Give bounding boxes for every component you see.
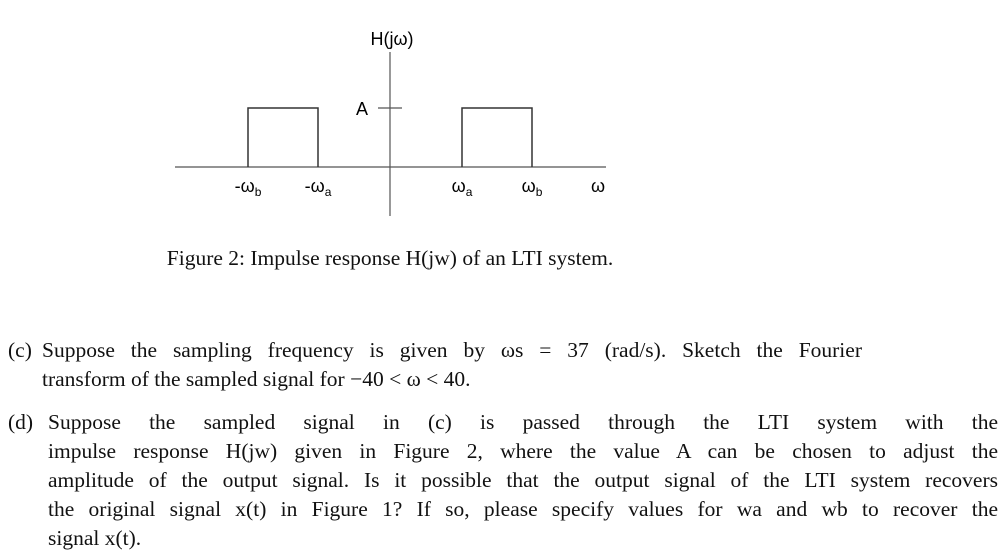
text-line: Suppose the sampling frequency is given … — [42, 338, 862, 362]
x-label-base: ω — [591, 176, 605, 196]
item-label: (d) — [8, 410, 34, 434]
text-line: signal x(t). — [48, 526, 142, 550]
y-label: H(jω) — [370, 29, 413, 49]
a-label: A — [356, 99, 368, 119]
x-label-base: -ω — [235, 176, 255, 196]
caption: Figure 2: Impulse response H(jw) of an L… — [166, 246, 614, 270]
x-label-base: ω — [522, 176, 536, 196]
x-label-base: -ω — [305, 176, 325, 196]
text-line: the original signal x(t) in Figure 1? If… — [48, 497, 998, 521]
x-label-base: ω — [452, 176, 466, 196]
text-line: Suppose the sampled signal in (c) is pas… — [48, 410, 998, 434]
x-label-sub: a — [325, 185, 332, 199]
text-line: amplitude of the output signal. Is it po… — [48, 468, 998, 492]
text-line: impulse response H(jw) given in Figure 2… — [48, 439, 998, 463]
item-label: (c) — [8, 338, 32, 362]
x-label: -ωa — [305, 176, 332, 199]
left-pulse — [247, 107, 319, 167]
x-label: ω — [591, 176, 605, 196]
x-label-sub: a — [466, 185, 473, 199]
x-label-sub: b — [255, 185, 262, 199]
x-label: ωb — [522, 176, 543, 199]
x-label-sub: b — [536, 185, 543, 199]
right-pulse — [461, 107, 533, 167]
text-line: transform of the sampled signal for −40 … — [42, 367, 471, 391]
x-label: ωa — [452, 176, 473, 199]
x-label: -ωb — [235, 176, 262, 199]
